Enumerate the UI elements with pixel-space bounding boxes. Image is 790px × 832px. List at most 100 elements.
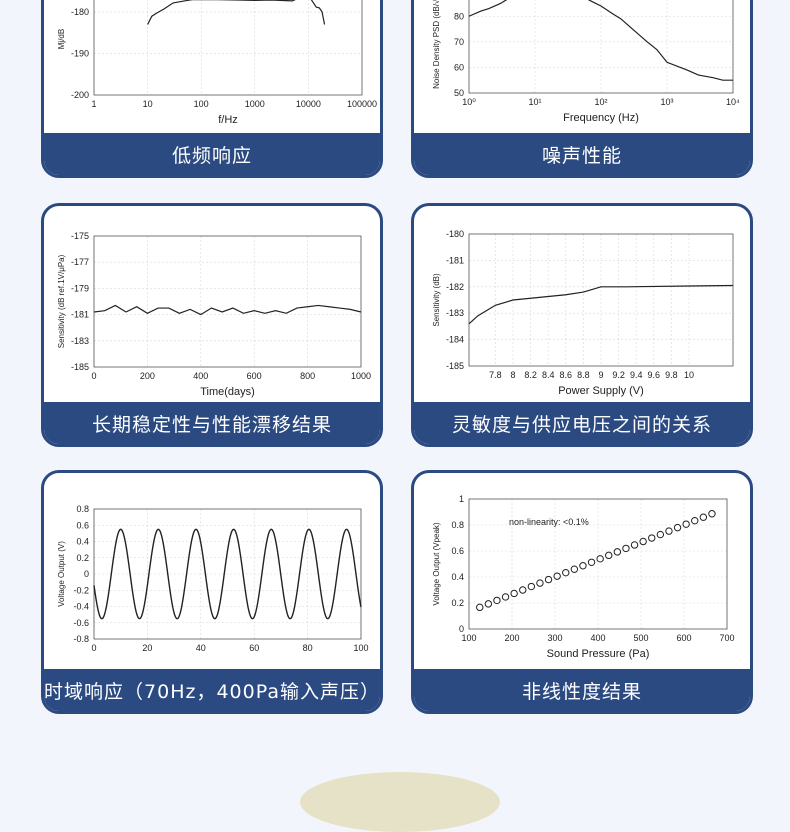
x-tick-label: 600	[247, 371, 262, 381]
data-point	[656, 530, 665, 539]
x-tick-label: 300	[547, 633, 562, 643]
y-tick-label: -0.6	[73, 618, 89, 628]
chart-long-term-stability: 0 200 400 600 800 1000 -175 -177 -179 -181 -183 -18…	[57, 231, 371, 398]
x-tick-label: 10⁴	[726, 97, 740, 107]
y-tick-label: 0	[84, 569, 89, 579]
caption-long-term-stability: 长期稳定性与性能漂移结果	[44, 402, 380, 444]
x-tick-label: 10³	[660, 97, 673, 107]
y-tick-label: 0.4	[451, 572, 464, 582]
y-tick-label: 70	[454, 37, 464, 47]
annotation-label: non-linearity: <0.1%	[509, 517, 589, 527]
data-point	[587, 558, 596, 566]
x-tick-label: 10	[684, 370, 694, 380]
data-point	[501, 593, 510, 601]
y-tick-label: -185	[446, 361, 464, 371]
data-point	[648, 534, 656, 542]
x-tick-label: 10000	[296, 99, 321, 109]
y-tick-label: 50	[454, 88, 464, 98]
x-tick-label: 700	[719, 633, 734, 643]
y-axis-label: Voltage Output (V)	[57, 541, 66, 607]
data-point	[673, 523, 682, 532]
data-point	[622, 544, 630, 553]
data-point	[544, 575, 553, 584]
x-tick-label: 1000	[351, 371, 371, 381]
data-point	[493, 596, 501, 605]
y-tick-label: -200	[71, 90, 89, 100]
y-tick-label: -183	[446, 308, 464, 318]
data-point	[579, 562, 587, 570]
plot-frame	[468, 0, 734, 94]
y-tick-label: -185	[71, 362, 89, 372]
x-tick-label: 40	[196, 643, 206, 653]
x-tick-label: 500	[633, 633, 648, 643]
data-point	[553, 572, 561, 580]
y-tick-label: -0.4	[73, 602, 89, 612]
caption-sensitivity-vs-supply: 灵敏度与供应电压之间的关系	[414, 402, 750, 444]
x-tick-label: 200	[504, 633, 519, 643]
decorative-bottom-shape	[300, 772, 500, 832]
caption-time-domain-response: 时域响应（70Hz，400Pa输入声压）	[44, 669, 380, 711]
x-tick-label: 10	[143, 99, 153, 109]
data-point	[570, 565, 579, 573]
plot-frame	[468, 498, 728, 630]
data-point	[510, 589, 518, 598]
x-tick-label: 1	[91, 99, 96, 109]
x-tick-label: 8.2	[524, 370, 537, 380]
chart-noise-performance: 10⁰10¹10²10³10⁴9080706050Frequency (Hz)N…	[432, 0, 740, 124]
data-point	[613, 548, 622, 556]
x-tick-label: 9.4	[630, 370, 643, 380]
plot-frame	[93, 235, 362, 368]
y-tick-label: -0.2	[73, 585, 89, 595]
x-tick-label: 80	[303, 643, 313, 653]
x-tick-label: 8.6	[560, 370, 573, 380]
caption-noise-performance: 噪声性能	[414, 133, 750, 175]
y-tick-label: -179	[71, 283, 89, 293]
x-tick-label: 1000	[245, 99, 265, 109]
data-point	[562, 568, 570, 577]
x-tick-label: 8	[510, 370, 515, 380]
chart-nonlinearity: 100 200 300 400 500 600 700 1 0.8 0.6 0.4 0.2 0 Sound…	[432, 494, 735, 660]
data-point	[536, 579, 544, 587]
y-tick-label: -181	[71, 310, 89, 320]
x-tick-label: 20	[142, 643, 152, 653]
x-tick-label: 9.2	[612, 370, 625, 380]
x-tick-label: 0	[91, 371, 96, 381]
series-line	[468, 284, 734, 325]
series-line	[147, 0, 326, 25]
y-tick-label: 0.8	[451, 520, 464, 530]
y-tick-label: 0.6	[451, 546, 464, 556]
x-axis-label: Sound Pressure (Pa)	[547, 648, 650, 660]
x-axis-label: Frequency (Hz)	[563, 112, 639, 124]
x-tick-label: 7.8	[489, 370, 502, 380]
y-axis-label: Sensitivity (dB)	[432, 273, 441, 327]
plot-frame	[93, 508, 362, 640]
y-tick-label: 80	[454, 11, 464, 21]
data-point	[519, 586, 527, 594]
chart-card-noise-performance: 10⁰10¹10²10³10⁴9080706050Frequency (Hz)N…	[411, 0, 753, 178]
y-tick-label: -177	[71, 257, 89, 267]
x-tick-label: 8.4	[542, 370, 555, 380]
data-point	[708, 510, 716, 518]
x-tick-label: 100	[194, 99, 209, 109]
x-tick-label: 400	[590, 633, 605, 643]
data-point	[691, 516, 699, 525]
chart-time-domain-response: 0 20 40 60 80 100 0.8 0.6 0.4 0.2 0 -0.2 -0.4 -0.6 -0.…	[57, 504, 369, 653]
data-point	[665, 527, 673, 535]
y-tick-label: -0.8	[73, 634, 89, 644]
data-point	[630, 541, 639, 549]
y-tick-label: 0.8	[76, 504, 89, 514]
chart-card-long-term-stability: 0 200 400 600 800 1000 -175 -177 -179 -181 -183 -18…	[41, 203, 383, 447]
x-axis-label: Power Supply (V)	[558, 385, 644, 397]
data-point	[596, 555, 604, 563]
data-point	[476, 603, 484, 612]
y-tick-label: -184	[446, 335, 464, 345]
x-tick-label: 100	[461, 633, 476, 643]
y-axis-label: Noise Density PSD (dB/√Hz)	[432, 0, 441, 89]
x-tick-label: 800	[300, 371, 315, 381]
y-tick-label: -175	[71, 231, 89, 241]
y-axis-label: Voltage Output (Vpeak)	[432, 522, 441, 606]
y-axis-label: Mj/dB	[57, 29, 66, 49]
y-tick-label: 0.2	[76, 553, 89, 563]
y-tick-label: 0	[459, 624, 464, 634]
x-tick-label: 8.8	[577, 370, 590, 380]
